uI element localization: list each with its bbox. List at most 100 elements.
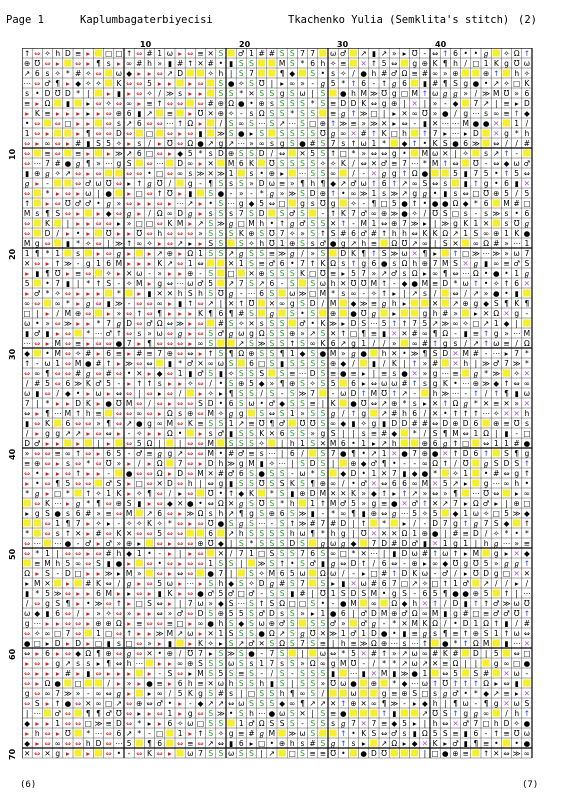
stitch-symbol: S bbox=[300, 559, 305, 568]
stitch-symbol: ◆ bbox=[402, 599, 408, 608]
stitch-symbol: ▸ bbox=[35, 179, 39, 188]
stitch-symbol: 5 bbox=[382, 319, 387, 328]
stitch-symbol: ⇔ bbox=[157, 619, 163, 628]
stitch-symbol: ↑ bbox=[146, 379, 152, 388]
stitch-symbol: S bbox=[443, 239, 448, 248]
stitch-symbol: ⋯ bbox=[299, 169, 307, 178]
stitch-fill bbox=[247, 559, 256, 567]
stitch-symbol: s bbox=[352, 739, 356, 748]
stitch-symbol: ▸ bbox=[148, 719, 152, 728]
stitch-symbol: ¶ bbox=[280, 349, 285, 358]
stitch-symbol: ▸ bbox=[403, 739, 407, 748]
stitch-symbol: ♂ bbox=[299, 319, 306, 328]
stitch-symbol: ⊕ bbox=[167, 349, 173, 358]
stitch-symbol: D bbox=[208, 459, 214, 468]
stitch-symbol: - bbox=[322, 509, 325, 518]
stitch-symbol: • bbox=[76, 229, 80, 238]
stitch-symbol: h bbox=[157, 229, 162, 238]
stitch-symbol: ● bbox=[24, 639, 31, 648]
stitch-symbol: 7 bbox=[300, 639, 305, 648]
stitch-symbol: ⊕ bbox=[116, 499, 122, 508]
stitch-symbol: ⊕ bbox=[269, 169, 275, 178]
stitch-symbol: ▮ bbox=[188, 189, 192, 198]
stitch-symbol: ⇔ bbox=[391, 559, 397, 568]
stitch-symbol: s bbox=[209, 149, 213, 158]
stitch-fill bbox=[135, 739, 143, 747]
stitch-symbol: 6 bbox=[504, 179, 509, 188]
stitch-symbol: ℊ bbox=[227, 409, 235, 419]
stitch-symbol: S bbox=[321, 139, 326, 148]
stitch-symbol: S bbox=[310, 409, 315, 418]
stitch-symbol: - bbox=[291, 669, 294, 678]
stitch-symbol: 7 bbox=[239, 279, 244, 288]
stitch-symbol: ▸ bbox=[25, 579, 29, 588]
stitch-symbol: 1 bbox=[494, 439, 499, 448]
stitch-symbol: ♂ bbox=[289, 209, 296, 218]
stitch-symbol: ⇔ bbox=[34, 49, 40, 58]
stitch-symbol: # bbox=[75, 369, 81, 378]
stitch-symbol: * bbox=[474, 199, 478, 208]
stitch-symbol: ∞ bbox=[483, 709, 489, 718]
stitch-symbol: Ʊ bbox=[514, 59, 520, 68]
stitch-symbol: ⋯ bbox=[462, 379, 470, 388]
stitch-symbol: ¶ bbox=[86, 709, 91, 718]
stitch-symbol: ⇔ bbox=[432, 179, 438, 188]
stitch-symbol: D bbox=[463, 419, 469, 428]
stitch-symbol: ▮ bbox=[260, 459, 264, 468]
stitch-symbol: ⇔ bbox=[116, 609, 122, 618]
stitch-symbol: » bbox=[300, 659, 305, 668]
stitch-symbol: ⇔ bbox=[187, 449, 193, 458]
stitch-symbol: ▮ bbox=[86, 669, 90, 678]
stitch-symbol: ≫ bbox=[299, 509, 307, 518]
stitch-fill bbox=[135, 159, 143, 167]
stitch-symbol: M bbox=[381, 669, 387, 678]
stitch-symbol: ⊕ bbox=[289, 379, 295, 388]
stitch-symbol: ✕ bbox=[401, 499, 407, 508]
stitch-symbol: Ʊ bbox=[514, 419, 520, 428]
stitch-symbol: Ʊ bbox=[524, 599, 530, 608]
stitch-symbol: ✧ bbox=[371, 289, 377, 298]
stitch-symbol: S bbox=[239, 709, 244, 718]
stitch-symbol: S bbox=[361, 589, 366, 598]
stitch-fill bbox=[411, 439, 419, 447]
stitch-symbol: # bbox=[259, 49, 265, 58]
stitch-symbol: ◆ bbox=[24, 719, 30, 728]
stitch-symbol: 5 bbox=[453, 169, 458, 178]
stitch-symbol: h bbox=[392, 299, 397, 308]
stitch-symbol: ≡ bbox=[55, 449, 61, 458]
stitch-symbol: M bbox=[269, 569, 275, 578]
stitch-symbol: Ω bbox=[524, 339, 530, 348]
stitch-symbol: - bbox=[362, 169, 365, 178]
stitch-symbol: ⇔ bbox=[187, 489, 193, 498]
stitch-symbol: Ω bbox=[402, 529, 408, 538]
stitch-symbol: ● bbox=[493, 289, 500, 298]
stitch-symbol: # bbox=[493, 469, 499, 478]
stitch-symbol: ↗ bbox=[126, 729, 132, 738]
stitch-symbol: ↑ bbox=[524, 469, 530, 478]
stitch-symbol: ⇔ bbox=[167, 389, 173, 398]
row-label-60: 60 bbox=[8, 648, 17, 660]
stitch-symbol: ⇔ bbox=[187, 229, 193, 238]
stitch-symbol: ↗ bbox=[371, 449, 377, 458]
stitch-symbol: ♂ bbox=[85, 539, 92, 548]
stitch-symbol: ¶ bbox=[35, 249, 40, 258]
stitch-symbol: 6 bbox=[280, 569, 285, 578]
stitch-symbol: • bbox=[402, 149, 406, 158]
stitch-fill bbox=[64, 439, 72, 447]
stitch-symbol: D bbox=[24, 439, 30, 448]
stitch-symbol: 1 bbox=[280, 239, 285, 248]
stitch-symbol: 1 bbox=[290, 409, 295, 418]
stitch-symbol: - bbox=[36, 359, 39, 368]
stitch-symbol: Ʊ bbox=[320, 129, 326, 138]
stitch-symbol: Ʊ bbox=[351, 279, 357, 288]
stitch-symbol: ⇔ bbox=[412, 229, 418, 238]
stitch-symbol: 5 bbox=[504, 189, 509, 198]
stitch-fill bbox=[298, 499, 307, 507]
stitch-fill bbox=[309, 649, 317, 657]
stitch-symbol: | bbox=[505, 499, 508, 508]
stitch-symbol: ¶ bbox=[361, 329, 366, 338]
stitch-symbol: S bbox=[321, 739, 326, 748]
stitch-symbol: ↑ bbox=[493, 619, 499, 628]
stitch-symbol: ♂ bbox=[269, 259, 276, 268]
stitch-symbol: ⇔ bbox=[146, 159, 152, 168]
